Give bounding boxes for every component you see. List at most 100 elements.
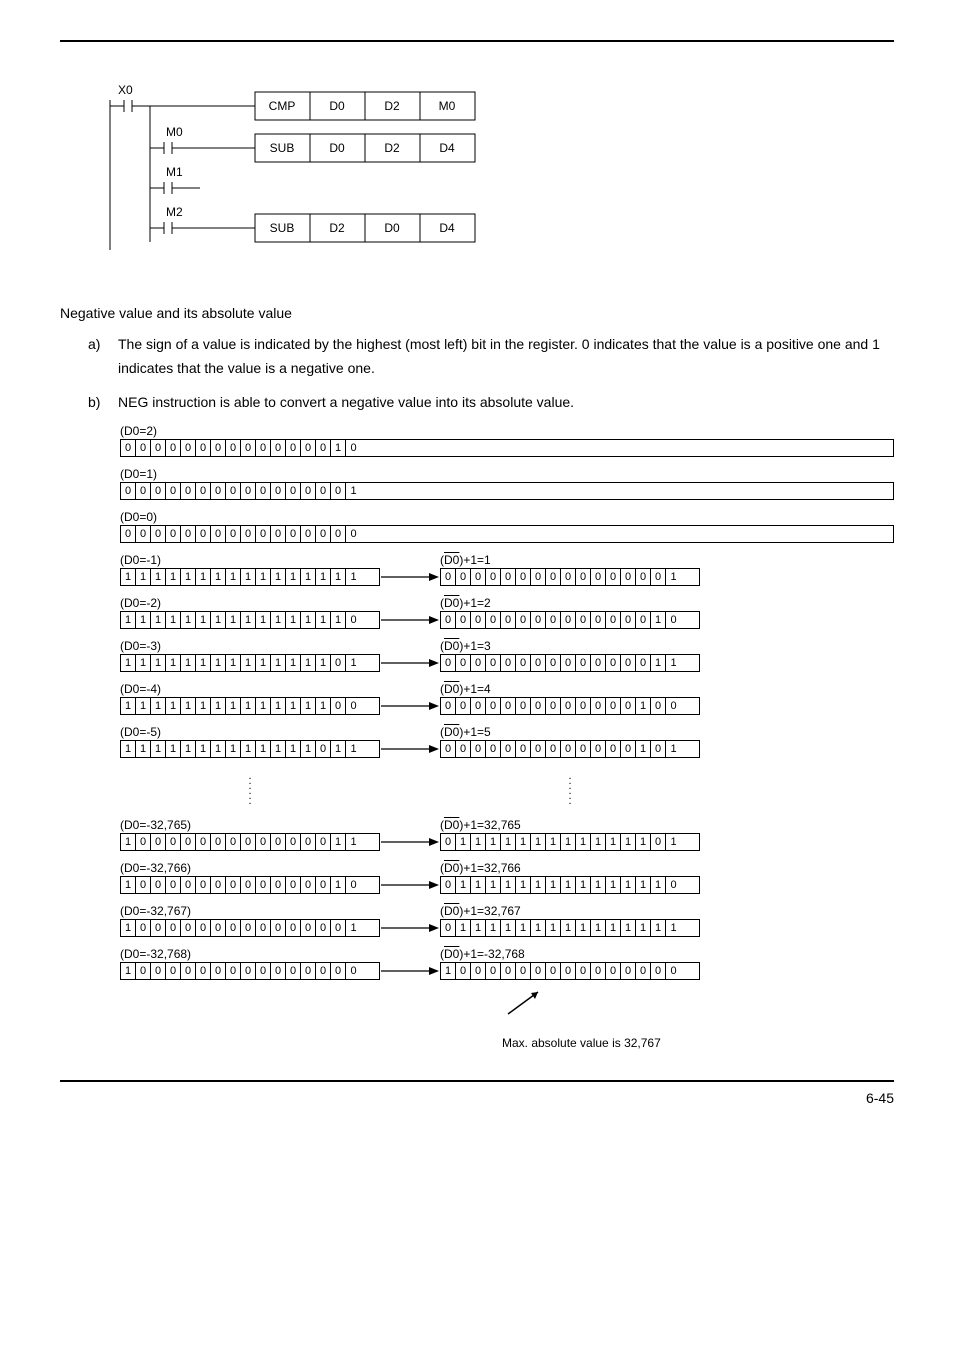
- bit-cell: 0: [331, 963, 346, 979]
- bit-cell: 1: [286, 612, 301, 628]
- bit-cell: 1: [501, 877, 516, 893]
- bit-cell: 0: [546, 963, 561, 979]
- bit-cell: 0: [166, 526, 181, 542]
- bit-cell: 1: [241, 741, 256, 757]
- bit-cell: 0: [241, 920, 256, 936]
- bit-cell: 0: [151, 483, 166, 499]
- bit-cell: 0: [606, 569, 621, 585]
- bit-cell: 1: [546, 877, 561, 893]
- bit-cell: 0: [301, 440, 316, 456]
- bit-cell: 0: [181, 877, 196, 893]
- bit-cell: 1: [331, 440, 346, 456]
- bit-row: 1111111111111011: [120, 740, 380, 758]
- bit-cell: 1: [256, 655, 271, 671]
- bit-row: 1000000000000000: [440, 962, 700, 980]
- bit-cell: 0: [196, 963, 211, 979]
- bit-cell: 0: [286, 440, 301, 456]
- bit-label: (D0=-32,768): [120, 947, 380, 961]
- bit-row: 0000000000000011: [440, 654, 700, 672]
- bit-cell: 0: [456, 741, 471, 757]
- label-m0: M0: [166, 125, 183, 139]
- bottom-rule: [60, 1080, 894, 1082]
- bit-cell: 1: [331, 612, 346, 628]
- bit-block: (D0=1)0000000000000001: [120, 467, 894, 500]
- ladder-row-0: CMP D0 D2 M0: [255, 92, 475, 120]
- bit-cell: 0: [196, 834, 211, 850]
- bit-cell: 0: [516, 612, 531, 628]
- bit-label: (D0=0): [120, 510, 894, 524]
- bit-cell: 0: [226, 526, 241, 542]
- bit-row: 1000000000000011: [120, 833, 380, 851]
- bit-cell: 0: [166, 877, 181, 893]
- bit-cell: 1: [666, 920, 681, 936]
- bit-cell: 1: [181, 741, 196, 757]
- bit-label: (D0=-1): [120, 553, 380, 567]
- list-item-b: b) NEG instruction is able to convert a …: [60, 391, 894, 415]
- bit-cell: 1: [561, 834, 576, 850]
- bit-block: (D0=0)0000000000000000: [120, 510, 894, 543]
- bit-cell: 0: [211, 920, 226, 936]
- bit-cell: 1: [166, 612, 181, 628]
- svg-text:D0: D0: [384, 221, 400, 235]
- bit-cell: 1: [301, 655, 316, 671]
- arrow-icon: [381, 570, 439, 584]
- bit-cell: 0: [181, 483, 196, 499]
- bit-cell: 1: [666, 834, 681, 850]
- bit-cell: 0: [606, 741, 621, 757]
- bit-cell: 1: [346, 920, 361, 936]
- bit-cell: 0: [441, 655, 456, 671]
- bit-cell: 1: [346, 483, 361, 499]
- bit-cell: 1: [181, 569, 196, 585]
- bit-cell: 0: [456, 655, 471, 671]
- svg-text:D4: D4: [439, 221, 455, 235]
- bit-cell: 1: [591, 834, 606, 850]
- bit-cell: 1: [211, 741, 226, 757]
- bit-cell: 0: [241, 963, 256, 979]
- bit-cell: 0: [576, 741, 591, 757]
- bit-cell: 1: [241, 698, 256, 714]
- bit-cell: 0: [121, 526, 136, 542]
- bit-cell: 0: [136, 483, 151, 499]
- bit-cell: 0: [271, 877, 286, 893]
- bit-label: (D0=2): [120, 424, 894, 438]
- bit-cell: 0: [271, 834, 286, 850]
- bit-label: (D0=-3): [120, 639, 380, 653]
- bit-cell: 1: [516, 877, 531, 893]
- bit-cell: 1: [606, 920, 621, 936]
- bit-cell: 0: [181, 526, 196, 542]
- bit-cell: 0: [486, 698, 501, 714]
- bit-cell: 0: [561, 612, 576, 628]
- bit-cell: 0: [441, 741, 456, 757]
- bit-cell: 1: [121, 741, 136, 757]
- bit-cell: 0: [151, 877, 166, 893]
- bit-cell: 0: [516, 963, 531, 979]
- bit-label: (D0)+1=32,766: [440, 861, 700, 875]
- body-a: The sign of a value is indicated by the …: [118, 333, 894, 381]
- bit-cell: 0: [241, 526, 256, 542]
- bit-cell: 0: [241, 834, 256, 850]
- bit-pair-block: (D0=-3)1111111111111101(D0)+1=3000000000…: [120, 639, 894, 672]
- bit-cell: 0: [591, 612, 606, 628]
- bit-cell: 0: [271, 483, 286, 499]
- bit-cell: 1: [591, 877, 606, 893]
- bit-cell: 0: [456, 698, 471, 714]
- bit-cell: 0: [211, 834, 226, 850]
- bit-cell: 0: [606, 655, 621, 671]
- bit-cell: 1: [226, 741, 241, 757]
- bit-cell: 1: [636, 698, 651, 714]
- bit-cell: 0: [136, 526, 151, 542]
- bit-row: 1000000000000000: [120, 962, 380, 980]
- bit-cell: 1: [181, 655, 196, 671]
- bit-cell: 1: [136, 612, 151, 628]
- bit-cell: 0: [271, 440, 286, 456]
- bit-cell: 0: [576, 698, 591, 714]
- bit-cell: 0: [621, 963, 636, 979]
- bit-cell: 0: [316, 526, 331, 542]
- bit-cell: 0: [576, 569, 591, 585]
- bit-cell: 0: [226, 483, 241, 499]
- bit-label: (D0)+1=3: [440, 639, 700, 653]
- bit-cell: 1: [166, 569, 181, 585]
- bit-cell: 0: [301, 483, 316, 499]
- bit-cell: 1: [636, 834, 651, 850]
- bit-cell: 0: [561, 698, 576, 714]
